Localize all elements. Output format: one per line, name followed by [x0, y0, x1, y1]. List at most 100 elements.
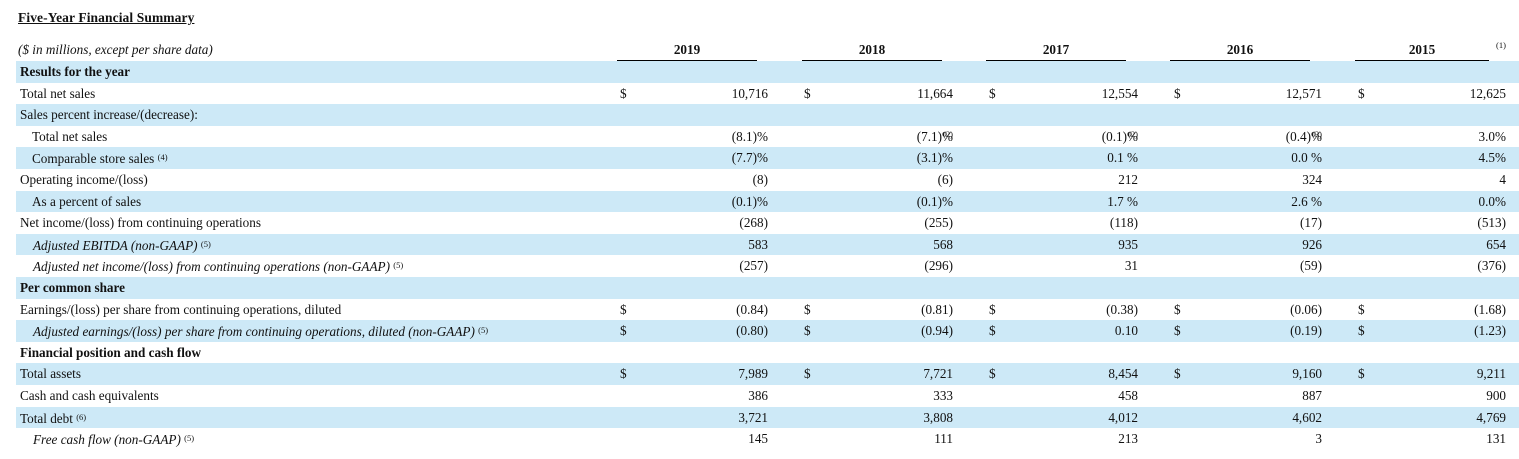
row-label: Total debt (6): [20, 410, 87, 426]
value-cell-2015: (376): [1477, 258, 1506, 274]
value-cell-2018: 333: [933, 388, 953, 403]
footnote-marker: (5): [478, 325, 489, 336]
dollar-sign: $: [989, 323, 996, 339]
dollar-sign: $: [1358, 85, 1365, 101]
row-label: Sales percent increase/(decrease):: [20, 107, 198, 123]
row-label: Cash and cash equivalents: [20, 388, 159, 403]
table-row: Operating income/(loss) (8) (6) 212 324 4: [16, 169, 1519, 191]
value-cell-2015: 0.0%: [1478, 193, 1506, 209]
row-label: Adjusted net income/(loss) from continui…: [33, 259, 404, 275]
value-cell-2015: 12,625: [1469, 85, 1506, 101]
value-cell-2016: 887: [1302, 388, 1322, 403]
value-cell-2018: (3.1)%: [916, 150, 953, 166]
dollar-sign: $: [804, 85, 811, 101]
value-cell-2016: 926: [1302, 236, 1322, 252]
table-row: Net income/(loss) from continuing operat…: [16, 212, 1519, 234]
value-cell-2015: 654: [1486, 236, 1506, 252]
footnote-marker: (5): [184, 433, 195, 444]
value-cell-2016: (17): [1300, 215, 1322, 231]
footnote-marker: (4): [157, 152, 168, 163]
dollar-sign: $: [1174, 85, 1181, 101]
year-header-rule: [1170, 60, 1310, 61]
value-cell-2018: 111: [934, 431, 953, 447]
dollar-sign: $: [1358, 366, 1365, 382]
dollar-sign: $: [804, 323, 811, 339]
value-cell-2019: (8.1)%: [731, 128, 768, 144]
footnote-marker: (5): [200, 238, 211, 249]
value-cell-2018: (0.81): [921, 301, 953, 317]
row-label: Comparable store sales (4): [32, 151, 168, 167]
value-cell-2015: 9,211: [1476, 366, 1506, 382]
row-label: Net income/(loss) from continuing operat…: [20, 215, 261, 231]
table-row: Earnings/(loss) per share from continuin…: [16, 299, 1519, 321]
footnote-marker: (2): [1128, 128, 1138, 139]
value-cell-2019: (8): [752, 172, 768, 187]
value-cell-2019: (7.7)%: [731, 150, 768, 166]
value-cell-2017: 31: [1124, 258, 1138, 274]
value-cell-2017: 458: [1118, 388, 1138, 403]
row-label: Results for the year: [20, 64, 130, 79]
year-footnote: (1): [1496, 40, 1506, 50]
row-label: Total net sales: [20, 85, 96, 101]
table-row: Adjusted EBITDA (non-GAAP) (5) 583 568 935 9…: [16, 233, 1519, 256]
value-cell-2015: (513): [1477, 215, 1506, 231]
value-cell-2016: 0.0 %: [1291, 150, 1322, 166]
value-cell-2019: (0.1)%: [731, 193, 768, 209]
table-row: Total debt (6) 3,721 3,808 4,012 4,602 4,769: [16, 406, 1519, 429]
row-label: Total net sales: [32, 128, 108, 144]
year-header-rule: [617, 60, 757, 61]
row-label: Financial position and cash flow: [20, 344, 201, 360]
value-cell-2017: 935: [1118, 236, 1138, 252]
value-cell-2019: (0.80): [736, 323, 768, 339]
value-cell-2018: 568: [933, 236, 953, 252]
value-cell-2017: 1.7 %: [1107, 193, 1138, 209]
table-row: Cash and cash equivalents 386 333 458 887 900: [16, 385, 1519, 407]
value-cell-2016: (0.06): [1290, 301, 1322, 317]
value-cell-2017: (0.38): [1106, 301, 1138, 317]
table-row: Total assets $7,989 $7,721 $8,454 $9,160 $9,2…: [16, 363, 1519, 385]
value-cell-2019: (257): [739, 258, 768, 274]
table-row: Total net sales (8.1)% (7.1)% (2) (0.1)% (2)(…: [16, 126, 1519, 148]
value-cell-2017: (118): [1109, 215, 1138, 231]
value-cell-2015: 131: [1486, 431, 1506, 447]
value-cell-2018: (0.1)%: [916, 193, 953, 209]
value-cell-2016: 3: [1315, 431, 1322, 447]
value-cell-2017: 213: [1118, 431, 1138, 447]
year-header-rule: [1355, 60, 1489, 61]
row-label: Total assets: [20, 366, 81, 382]
row-label: Free cash flow (non-GAAP) (5): [33, 432, 195, 448]
value-cell-2017: 12,554: [1101, 85, 1138, 101]
dollar-sign: $: [620, 323, 627, 339]
section-header-row: Results for the year: [16, 61, 1519, 83]
dollar-sign: $: [989, 301, 996, 317]
value-cell-2018: (255): [924, 215, 953, 231]
dollar-sign: $: [1174, 301, 1181, 317]
row-label: Adjusted earnings/(loss) per share from …: [33, 324, 489, 340]
row-label: Earnings/(loss) per share from continuin…: [20, 301, 342, 317]
row-label: Adjusted EBITDA (non-GAAP) (5): [33, 237, 211, 253]
table-row: Comparable store sales (4) (7.7)% (3.1)% 0.…: [16, 147, 1519, 169]
dollar-sign: $: [1358, 323, 1365, 339]
section-header-row: Per common share: [16, 277, 1519, 299]
value-cell-2019: 7,989: [738, 366, 768, 382]
year-header-rule: [802, 60, 942, 61]
value-cell-2017: 212: [1118, 172, 1138, 187]
footnote-marker: (6): [76, 411, 87, 422]
value-cell-2019: (268): [739, 215, 768, 231]
value-cell-2018: 11,664: [917, 85, 953, 101]
dollar-sign: $: [620, 301, 627, 317]
row-label: As a percent of sales: [32, 193, 142, 209]
dollar-sign: $: [989, 366, 996, 382]
year-header-rule: [986, 60, 1126, 61]
footnote-marker: (5): [393, 260, 404, 271]
value-cell-2019: 583: [748, 236, 768, 252]
value-cell-2016: (0.4)%: [1285, 128, 1322, 144]
dollar-sign: $: [620, 366, 627, 382]
year-header-2018: 2018: [858, 42, 886, 57]
row-label: Per common share: [20, 280, 125, 295]
value-cell-2019: 10,716: [731, 85, 768, 101]
dollar-sign: $: [1174, 366, 1181, 382]
dollar-sign: $: [804, 301, 811, 317]
value-cell-2016: 4,602: [1292, 409, 1322, 425]
footnote-marker: (2): [943, 128, 953, 139]
